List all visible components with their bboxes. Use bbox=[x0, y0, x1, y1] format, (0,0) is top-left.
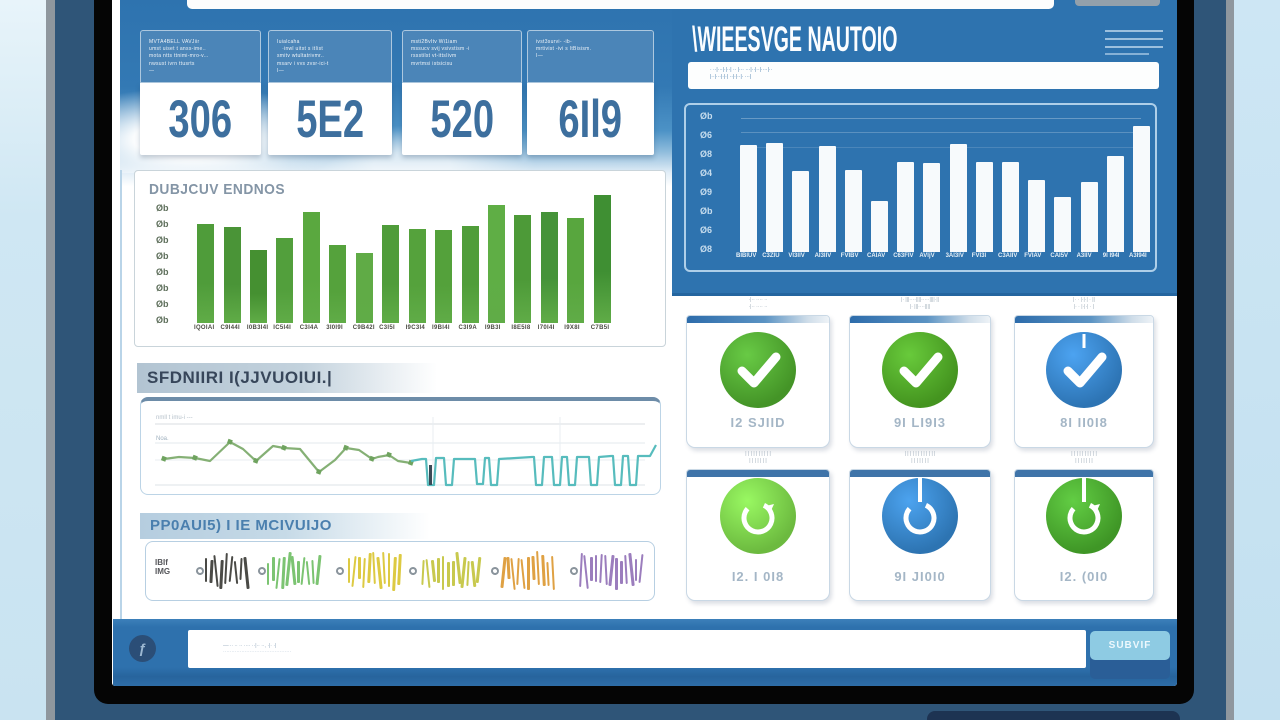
svg-text:Noa.: Noa. bbox=[156, 436, 169, 442]
svg-text:nmll t imu-i ---: nmll t imu-i --- bbox=[156, 415, 193, 421]
